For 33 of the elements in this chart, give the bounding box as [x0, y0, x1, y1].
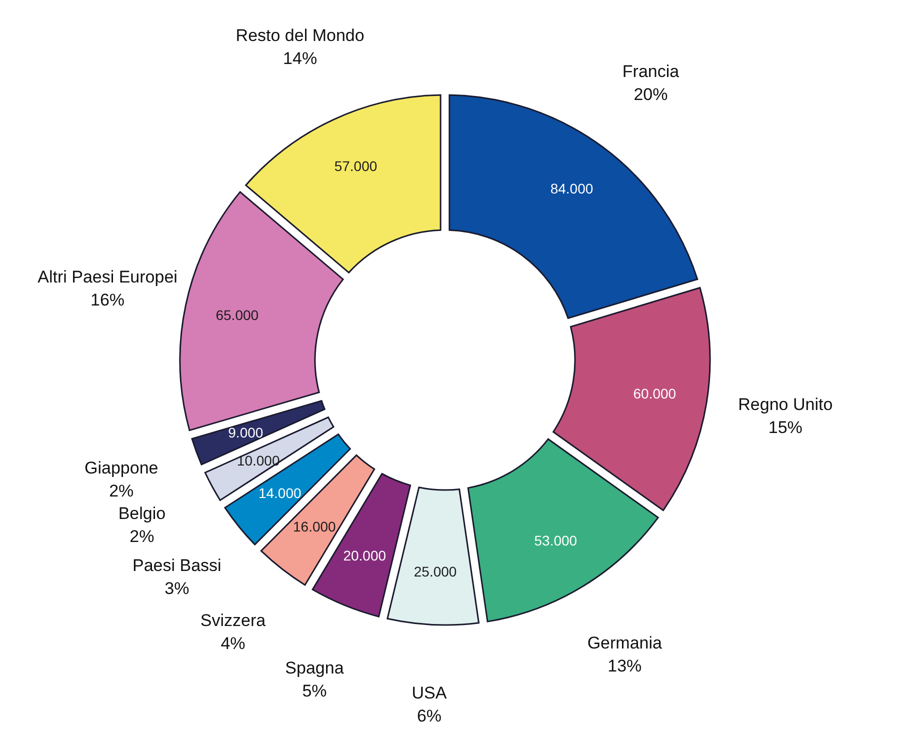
slice-label: Spagna: [285, 658, 344, 678]
data-label: 16.000: [293, 518, 336, 535]
data-label: 65.000: [216, 306, 259, 323]
data-label: 60.000: [633, 386, 676, 402]
slice-label: Germania: [587, 634, 663, 653]
text: 15%: [768, 418, 802, 438]
slice-label: Regno Unito: [738, 395, 833, 414]
data-label: 84.000: [550, 180, 594, 196]
text: 6%: [416, 706, 442, 726]
text: 2%: [109, 482, 134, 501]
text: 20%: [634, 85, 668, 104]
slice-label: USA: [412, 684, 448, 703]
text: 3%: [164, 579, 190, 598]
data-label: 20.000: [343, 548, 386, 564]
slice-label: Altri Paesi Europei: [38, 267, 178, 286]
data-label: 10.000: [236, 452, 280, 469]
data-label: 14.000: [258, 484, 302, 501]
text: 2%: [130, 526, 154, 546]
data-label: 9.000: [228, 424, 264, 441]
text: 5%: [302, 681, 327, 700]
slice-label: Giappone: [84, 458, 158, 478]
text: 13%: [608, 656, 642, 676]
data-label: 25.000: [414, 563, 457, 580]
slice-label: Paesi Bassi: [132, 556, 222, 576]
slice-label: Belgio: [118, 504, 166, 523]
text: 16%: [90, 290, 125, 310]
slice-label: Francia: [622, 62, 680, 82]
slice-label: Svizzera: [200, 611, 266, 630]
data-label: 57.000: [334, 158, 378, 174]
text: 4%: [220, 634, 246, 654]
data-label: 53.000: [534, 532, 578, 548]
text: 14%: [283, 48, 318, 68]
slice-label: Resto del Mondo: [236, 26, 364, 45]
